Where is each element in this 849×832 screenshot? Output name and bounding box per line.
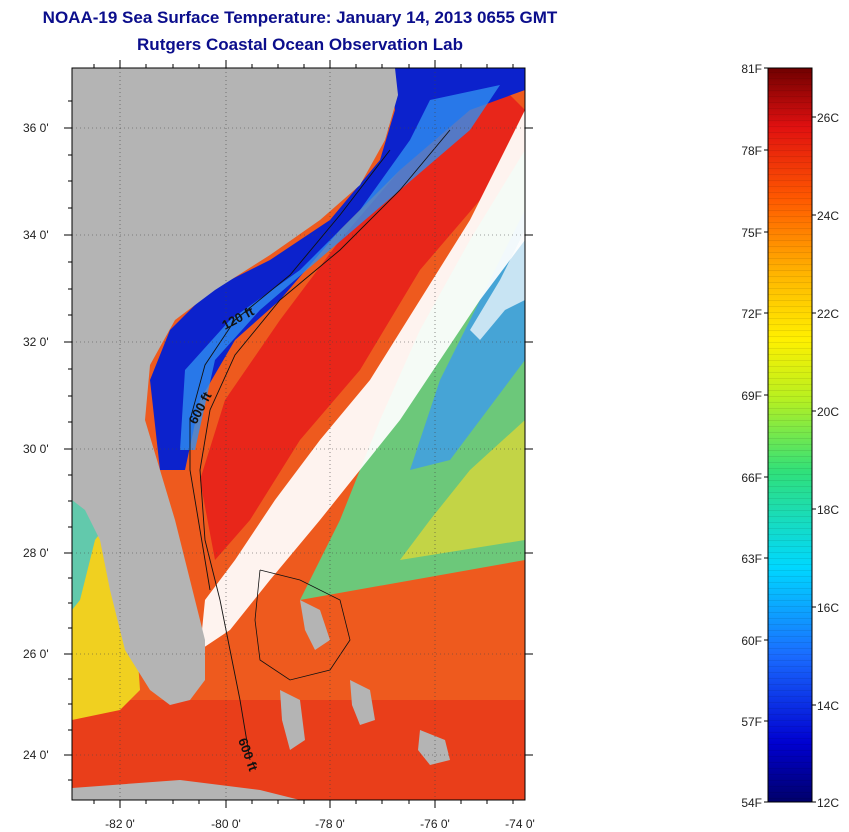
lat-label-32: 32 0' (23, 335, 49, 349)
cb-f-66: 66F (741, 471, 762, 485)
cb-c-20: 20C (817, 405, 839, 419)
map-title: NOAA-19 Sea Surface Temperature: January… (42, 8, 558, 27)
cool-shelf-band (180, 85, 500, 450)
contour-120ft (189, 149, 391, 591)
lon-label-80: -80 0' (211, 817, 241, 831)
lat-label-26: 26 0' (23, 647, 49, 661)
cb-c-12: 12C (817, 796, 839, 810)
cloud-streaks (470, 230, 525, 340)
cb-f-81: 81F (741, 62, 762, 76)
contour-600ft (199, 129, 451, 761)
cb-f-60: 60F (741, 634, 762, 648)
lat-label-24: 24 0' (23, 748, 49, 762)
lat-label-30: 30 0' (23, 442, 49, 456)
lat-label-28: 28 0' (23, 546, 49, 560)
cb-f-78: 78F (741, 144, 762, 158)
land-bahamas-1 (300, 600, 330, 650)
cb-f-75: 75F (741, 226, 762, 240)
cb-c-16: 16C (817, 601, 839, 615)
cb-c-18: 18C (817, 503, 839, 517)
cb-f-72: 72F (741, 307, 762, 321)
lon-label-74: -74 0' (505, 817, 535, 831)
land-bahamas-4 (418, 730, 450, 765)
lon-label-76: -76 0' (420, 817, 450, 831)
ocean-yellow-patches (400, 420, 525, 560)
colorbar: 81F 78F 75F 72F 69F 66F 63F 60F 57F 54F … (741, 62, 839, 810)
land-mainland (72, 68, 398, 705)
lat-label-34: 34 0' (23, 228, 49, 242)
map-frame (71, 67, 526, 801)
cb-c-26: 26C (817, 111, 839, 125)
cb-f-63: 63F (741, 552, 762, 566)
lon-label-82: -82 0' (105, 817, 135, 831)
map-subtitle: Rutgers Coastal Ocean Observation Lab (137, 35, 463, 54)
sst-map: 120 ft 600 ft 600 ft (72, 68, 525, 800)
cb-c-24: 24C (817, 209, 839, 223)
lon-label-78: -78 0' (315, 817, 345, 831)
cb-f-57: 57F (741, 715, 762, 729)
colorbar-frame (767, 67, 813, 803)
cloud-band (200, 110, 525, 650)
land-bahamas-2 (350, 680, 375, 725)
gulf-stream-core (200, 95, 525, 560)
land-bahamas-3 (280, 690, 305, 750)
map-ticks (64, 60, 533, 808)
cb-c-14: 14C (817, 699, 839, 713)
land-cuba (72, 780, 300, 800)
cb-f-69: 69F (741, 389, 762, 403)
cb-c-22: 22C (817, 307, 839, 321)
colorbar-bands (768, 68, 812, 802)
cb-f-54: 54F (741, 796, 762, 810)
lat-label-36: 36 0' (23, 121, 49, 135)
contour-bahamas (254, 569, 351, 681)
